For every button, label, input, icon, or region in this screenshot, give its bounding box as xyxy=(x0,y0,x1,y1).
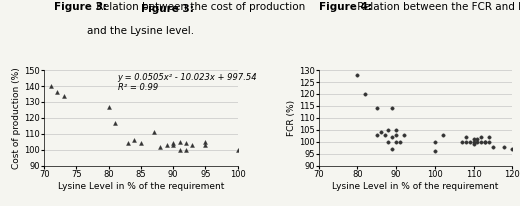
Point xyxy=(131,139,139,142)
Point xyxy=(431,150,439,153)
Point xyxy=(500,145,509,148)
Point xyxy=(124,142,132,145)
Text: Relation between the FCR and Lysine level: Relation between the FCR and Lysine leve… xyxy=(354,2,520,12)
Point xyxy=(508,147,516,151)
Point xyxy=(392,140,400,144)
Point xyxy=(105,105,113,108)
Point xyxy=(400,133,408,136)
Text: Figure 3:: Figure 3: xyxy=(141,4,194,14)
Point xyxy=(373,133,381,136)
Point xyxy=(481,140,489,144)
Point xyxy=(465,140,474,144)
Point xyxy=(470,143,478,146)
Point xyxy=(477,136,485,139)
Point xyxy=(381,133,389,136)
Point xyxy=(396,140,404,144)
Point xyxy=(384,128,393,132)
Point xyxy=(169,143,177,147)
Point xyxy=(477,140,485,144)
Point xyxy=(481,140,489,144)
Y-axis label: FCR (%): FCR (%) xyxy=(287,100,296,136)
Point xyxy=(431,140,439,144)
Point xyxy=(473,138,482,141)
X-axis label: Lysine Level in % of the requirement: Lysine Level in % of the requirement xyxy=(58,182,224,191)
Point xyxy=(156,145,164,148)
Text: Figure 3:: Figure 3: xyxy=(54,2,107,12)
Text: Relation between the cost of production: Relation between the cost of production xyxy=(93,2,305,12)
Point xyxy=(388,107,396,110)
Point xyxy=(150,131,158,134)
Point xyxy=(438,133,447,136)
Point xyxy=(175,148,184,152)
Point xyxy=(388,136,396,139)
Point xyxy=(137,142,145,145)
Point xyxy=(388,147,396,151)
Point xyxy=(353,73,361,76)
Point xyxy=(182,142,190,145)
Text: y = 0.0505x² - 10.023x + 997.54: y = 0.0505x² - 10.023x + 997.54 xyxy=(118,73,257,82)
Text: R² = 0.99: R² = 0.99 xyxy=(118,83,158,92)
Point xyxy=(462,140,470,144)
Point xyxy=(473,140,482,144)
Point xyxy=(201,143,210,147)
Point xyxy=(376,131,385,134)
Point xyxy=(384,140,393,144)
Point xyxy=(485,136,493,139)
Point xyxy=(512,147,520,151)
Point xyxy=(46,84,55,88)
Point xyxy=(470,138,478,141)
Point xyxy=(169,142,177,145)
Point xyxy=(489,145,497,148)
Y-axis label: Cost of production (%): Cost of production (%) xyxy=(12,67,21,169)
Point xyxy=(233,148,242,152)
Text: Figure 4:: Figure 4: xyxy=(319,2,372,12)
Point xyxy=(59,94,68,97)
Point xyxy=(163,143,171,147)
Point xyxy=(175,140,184,144)
Text: and the Lysine level.: and the Lysine level. xyxy=(87,26,194,36)
Point xyxy=(462,136,470,139)
Point xyxy=(485,140,493,144)
Point xyxy=(182,148,190,152)
Point xyxy=(111,121,119,124)
Point xyxy=(392,128,400,132)
Point xyxy=(53,91,61,94)
Point xyxy=(392,133,400,136)
X-axis label: Lysine Level in % of the requirement: Lysine Level in % of the requirement xyxy=(332,182,499,191)
Point xyxy=(361,92,369,96)
Point xyxy=(188,143,197,147)
Point xyxy=(470,140,478,144)
Point xyxy=(458,140,466,144)
Point xyxy=(373,107,381,110)
Point xyxy=(201,140,210,144)
